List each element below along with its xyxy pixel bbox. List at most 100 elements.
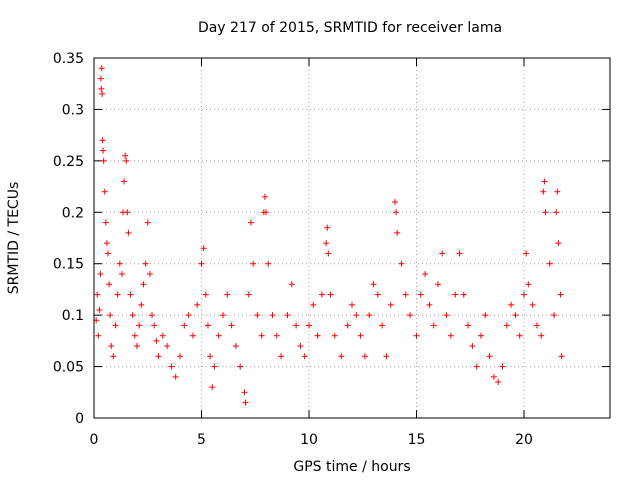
data-point — [181, 322, 188, 329]
data-point — [138, 301, 145, 308]
data-point — [413, 332, 420, 339]
axis-ticks: 0 0.05 0.1 0.15 0.2 0.25 0.3 0.35 0 5 10 15 20 — [53, 51, 610, 448]
y-tick-label: 0.2 — [62, 205, 84, 221]
x-axis-label: GPS time / hours — [293, 459, 410, 475]
data-point — [265, 260, 272, 267]
y-tick-label: 0.05 — [53, 360, 84, 376]
data-point — [490, 373, 497, 380]
data-point — [198, 260, 205, 267]
data-point — [124, 209, 131, 216]
data-point — [209, 384, 216, 391]
data-point — [97, 75, 104, 82]
data-point — [104, 250, 111, 257]
data-point — [140, 281, 147, 288]
data-point — [383, 353, 390, 360]
data-point — [185, 312, 192, 319]
x-tick-label: 20 — [515, 432, 533, 448]
data-point — [100, 157, 107, 164]
data-point — [407, 312, 414, 319]
data-point — [443, 312, 450, 319]
data-point — [96, 307, 103, 313]
data-point — [542, 209, 549, 216]
data-point — [107, 312, 114, 319]
data-point — [110, 353, 117, 360]
data-point — [523, 250, 530, 257]
data-point — [102, 219, 109, 226]
data-point — [525, 281, 532, 288]
data-point — [538, 332, 545, 339]
data-point — [247, 219, 254, 226]
data-point — [116, 260, 123, 267]
data-point — [546, 260, 553, 267]
data-point — [379, 322, 386, 329]
data-point — [220, 312, 226, 319]
data-point — [129, 312, 136, 319]
data-point — [452, 291, 459, 298]
chart-title: Day 217 of 2015, SRMTID for receiver lam… — [198, 20, 502, 36]
data-point — [106, 281, 113, 288]
data-point — [310, 301, 317, 308]
data-point — [200, 245, 207, 252]
data-point — [323, 240, 330, 247]
data-point — [447, 332, 454, 339]
data-point — [118, 271, 125, 277]
data-point — [242, 399, 249, 406]
data-point — [370, 281, 377, 288]
data-point — [142, 260, 149, 267]
data-point — [456, 250, 463, 257]
data-point — [422, 271, 429, 277]
data-point — [338, 353, 345, 360]
data-point — [516, 332, 523, 339]
x-tick-label: 0 — [90, 432, 99, 448]
data-point — [204, 322, 211, 329]
data-point — [151, 322, 158, 329]
data-point — [168, 363, 175, 370]
data-point — [100, 147, 107, 154]
data-point — [499, 363, 506, 370]
data-point — [131, 332, 138, 339]
data-point — [153, 337, 160, 344]
data-point — [325, 250, 332, 257]
data-point — [108, 343, 115, 349]
data-point — [99, 91, 106, 97]
data-point — [306, 322, 312, 329]
data-point — [211, 363, 218, 370]
data-point — [155, 353, 162, 360]
data-point — [417, 291, 424, 298]
data-point — [232, 343, 239, 349]
data-point — [263, 209, 269, 216]
data-point — [114, 291, 121, 298]
grid-lines — [94, 58, 610, 418]
data-point — [269, 312, 276, 319]
y-tick-label: 0.3 — [62, 102, 84, 118]
data-point — [439, 250, 446, 257]
data-point — [101, 188, 108, 195]
data-point — [98, 65, 105, 72]
data-point — [293, 322, 300, 329]
data-point — [324, 224, 331, 231]
data-point — [112, 322, 119, 329]
data-point — [144, 219, 151, 226]
data-point — [172, 373, 179, 380]
data-point — [430, 322, 437, 329]
data-point — [258, 332, 265, 339]
data-point — [121, 178, 128, 185]
data-point — [495, 379, 502, 385]
data-point — [551, 312, 558, 319]
data-point — [529, 301, 536, 308]
data-point — [435, 281, 441, 288]
data-point — [278, 353, 285, 360]
data-point — [357, 332, 364, 339]
data-point — [273, 332, 280, 339]
data-point — [554, 188, 561, 195]
y-tick-label: 0.35 — [53, 51, 84, 67]
data-point — [122, 152, 129, 159]
data-point — [426, 301, 433, 308]
y-tick-label: 0 — [75, 411, 84, 427]
data-point — [353, 312, 360, 319]
data-point — [189, 332, 196, 339]
data-point — [366, 312, 373, 319]
data-point — [478, 332, 484, 339]
data-point — [284, 312, 291, 319]
data-point — [125, 229, 132, 236]
